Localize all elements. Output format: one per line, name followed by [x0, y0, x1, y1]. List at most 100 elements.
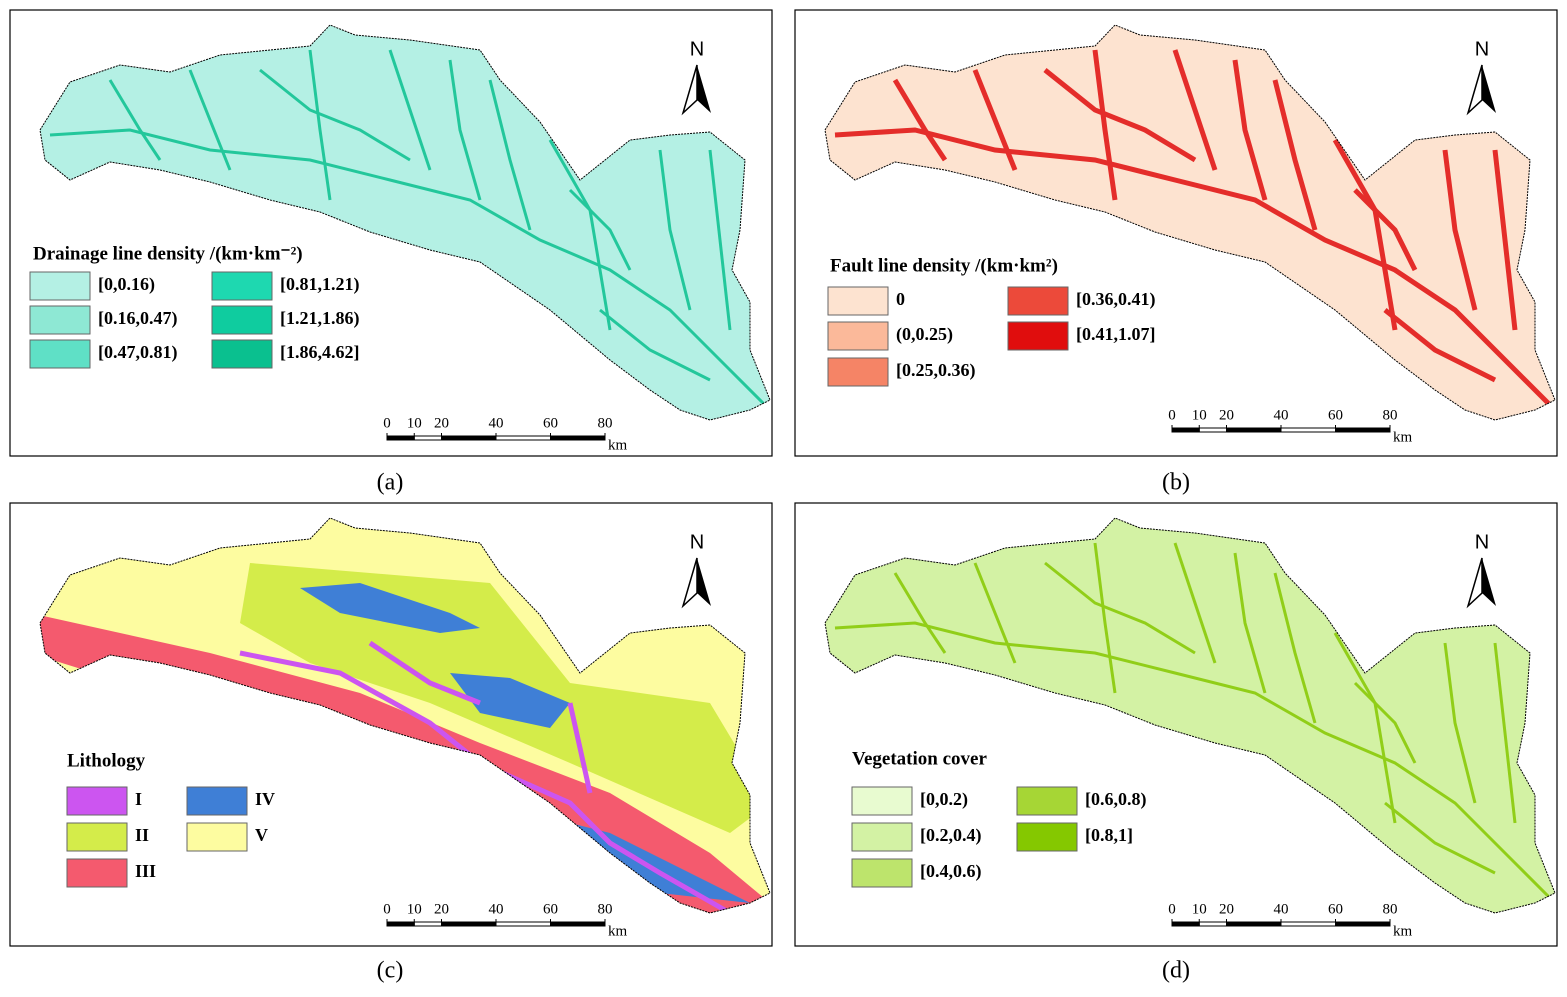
legend-label: [0,0.16) [98, 274, 155, 295]
scale-segment [441, 435, 497, 441]
unit-i [239, 640, 732, 913]
legend-swatch [29, 305, 91, 335]
north-label: N [690, 531, 704, 553]
scale-label: 60 [543, 415, 558, 431]
north-arrow-fill [1482, 65, 1496, 113]
scale-label: 80 [1383, 901, 1398, 917]
scale-segment [495, 921, 551, 927]
map-panel: N Drainage line density /(km·km⁻²) [0,0.16… [9, 9, 773, 457]
north-arrow-fill [697, 558, 711, 606]
legend-label: [0.81,1.21) [280, 274, 360, 295]
legend-label: [0.41,1.07] [1076, 324, 1156, 344]
map-panel: N Fault line density /(km·km²) 0 (0,0.25) [0… [794, 9, 1558, 457]
scale-label: 10 [1192, 407, 1207, 423]
legend-label: IV [255, 789, 275, 809]
legend-swatch [66, 858, 128, 888]
legend-label: [0.16,0.47) [98, 308, 178, 329]
scale-segment [550, 921, 606, 927]
scale-segment [1280, 427, 1336, 433]
legend-label: (0,0.25) [896, 324, 953, 345]
panel-label: (a) [377, 470, 404, 496]
scale-label: 60 [543, 901, 558, 917]
legend-swatch [66, 786, 128, 816]
scale-segment [386, 921, 415, 927]
scale-segment [1226, 921, 1282, 927]
scale-unit: km [1393, 923, 1413, 939]
legend-label: [0.4,0.6) [920, 861, 982, 882]
scale-segment [441, 921, 497, 927]
scale-label: 80 [598, 415, 613, 431]
legend-swatch [827, 286, 889, 316]
legend-swatch [29, 339, 91, 369]
legend-label: [0.47,0.81) [98, 342, 178, 363]
scale-segment [413, 921, 442, 927]
scale-segment [413, 435, 442, 441]
legend-title: Lithology [67, 750, 146, 771]
scale-label: 80 [1383, 407, 1398, 423]
scale-segment [1171, 921, 1200, 927]
legend-label: [1.21,1.86) [280, 308, 360, 329]
legend-swatch [851, 786, 913, 816]
scale-label: 80 [598, 901, 613, 917]
scale-label: 0 [383, 415, 391, 431]
north-label: N [1475, 531, 1489, 553]
legend-title: Vegetation cover [852, 748, 987, 769]
map-panel: N Vegetation cover [0,0.2) [0.2,0.4) [0.4,0.… [794, 502, 1558, 947]
legend-swatch [211, 271, 273, 301]
scale-unit: km [608, 437, 628, 453]
legend-title: Fault line density /(km·km²) [830, 255, 1058, 276]
scale-label: 20 [434, 415, 449, 431]
legend-swatch [851, 822, 913, 852]
legend-swatch [1007, 321, 1069, 351]
scale-segment [1171, 427, 1200, 433]
scale-unit: km [1393, 429, 1413, 445]
legend-swatch [851, 858, 913, 888]
legend-label: II [135, 825, 149, 845]
legend-swatch [827, 357, 889, 387]
legend-label: [0.25,0.36) [896, 360, 976, 381]
legend-label: [1.86,4.62] [280, 342, 360, 362]
scale-label: 40 [489, 415, 504, 431]
north-arrow-fill [697, 65, 711, 113]
north-arrow-fill [1482, 558, 1496, 606]
panel-label: (d) [1162, 958, 1190, 984]
scale-segment [1335, 427, 1391, 433]
scale-segment [1198, 427, 1227, 433]
north-label: N [690, 38, 704, 60]
legend-label: [0.6,0.8) [1085, 789, 1147, 810]
legend-swatch [1016, 786, 1078, 816]
scale-label: 40 [1274, 407, 1289, 423]
panel-label: (c) [377, 958, 404, 984]
scale-label: 40 [1274, 901, 1289, 917]
legend-label: V [255, 825, 268, 845]
scale-label: 60 [1328, 407, 1343, 423]
legend-label: [0,0.2) [920, 789, 968, 810]
legend-swatch [29, 271, 91, 301]
legend-swatch [66, 822, 128, 852]
legend-swatch [186, 822, 248, 852]
scale-label: 10 [407, 415, 422, 431]
scale-label: 0 [1168, 407, 1176, 423]
legend-label: [0.8,1] [1085, 825, 1133, 845]
scale-label: 10 [407, 901, 422, 917]
scale-segment [1280, 921, 1336, 927]
scale-segment [1335, 921, 1391, 927]
legend-swatch [1016, 822, 1078, 852]
scale-segment [495, 435, 551, 441]
scale-unit: km [608, 923, 628, 939]
scale-label: 20 [434, 901, 449, 917]
scale-segment [550, 435, 606, 441]
legend-label: III [135, 861, 156, 881]
legend-swatch [1007, 286, 1069, 316]
legend-swatch [211, 305, 273, 335]
legend-swatch [827, 321, 889, 351]
legend-swatch [186, 786, 248, 816]
legend-label: I [135, 789, 142, 809]
scale-label: 0 [1168, 901, 1176, 917]
legend-swatch [211, 339, 273, 369]
scale-segment [1198, 921, 1227, 927]
scale-segment [386, 435, 415, 441]
scale-label: 10 [1192, 901, 1207, 917]
